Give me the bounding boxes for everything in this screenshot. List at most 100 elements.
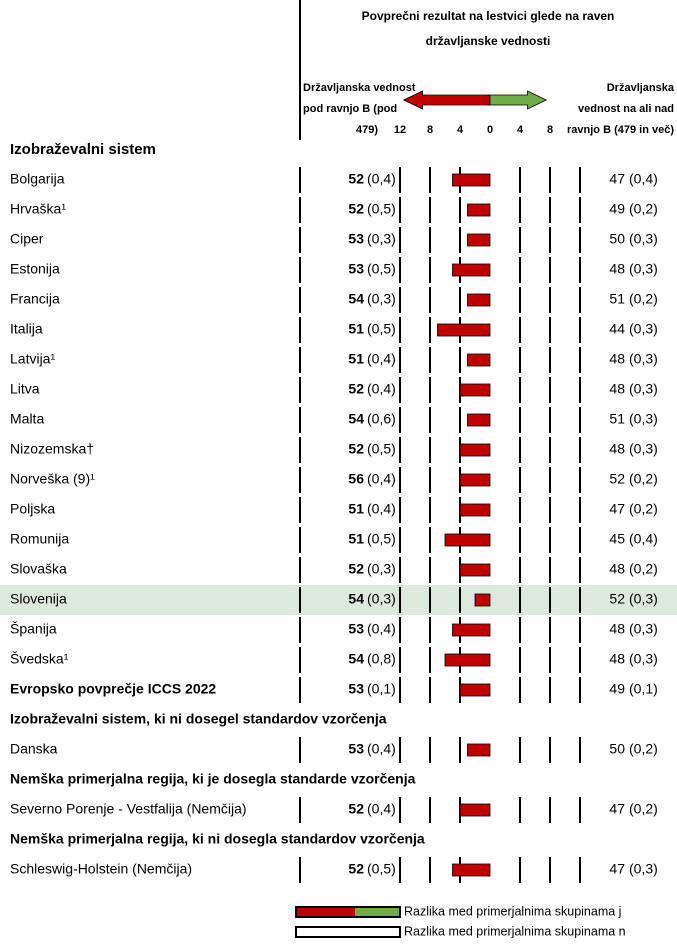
right-se: (0,3) [629, 441, 658, 457]
left-se: (0,5) [367, 441, 396, 457]
bar [437, 323, 491, 337]
right-value: 48 [609, 621, 625, 637]
right-value: 47 [609, 861, 625, 877]
x-tick-label: 4 [517, 124, 524, 136]
right-se: (0,3) [629, 351, 658, 367]
left-value: 52 [348, 861, 364, 877]
bar [459, 803, 491, 817]
left-se: (0,1) [367, 681, 396, 697]
right-value: 45 [609, 531, 625, 547]
row-label: Bolgarija [10, 171, 65, 187]
right-se: (0,2) [629, 801, 658, 817]
x-tick-label: 8 [427, 124, 433, 136]
arrow-left [402, 90, 491, 110]
left-se: (0,3) [367, 591, 396, 607]
left-value: 52 [348, 381, 364, 397]
right-value: 50 [609, 741, 625, 757]
left-se: (0,8) [367, 651, 396, 667]
left-se: (0,3) [367, 231, 396, 247]
left-se: (0,5) [367, 261, 396, 277]
right-se: (0,2) [629, 561, 658, 577]
right-value: 48 [609, 651, 625, 667]
section-label: Izobraževalni sistem [10, 141, 156, 158]
left-value: 53 [348, 231, 364, 247]
left-se: (0,6) [367, 411, 396, 427]
bar [467, 353, 491, 367]
right-value: 49 [609, 201, 625, 217]
bar [467, 413, 491, 427]
right-value: 47 [609, 171, 625, 187]
right-se: (0,2) [629, 291, 658, 307]
left-value: 52 [348, 171, 364, 187]
bar [459, 443, 491, 457]
right-value: 51 [609, 291, 625, 307]
bar [459, 683, 491, 697]
row-label: Francija [10, 291, 60, 307]
right-se: (0,1) [629, 681, 658, 697]
bar [474, 593, 491, 607]
right-se: (0,2) [629, 501, 658, 517]
row-label: Norveška (9)¹ [10, 471, 95, 487]
right-se: (0,4) [629, 531, 658, 547]
left-value: 53 [348, 621, 364, 637]
left-value: 51 [348, 351, 364, 367]
right-se: (0,3) [629, 591, 658, 607]
chart-title: državljanske vednosti [426, 34, 551, 48]
left-value: 52 [348, 561, 364, 577]
x-tick-label: 4 [457, 124, 464, 136]
row-label: Severno Porenje - Vestfalija (Nemčija) [10, 801, 247, 817]
right-value: 52 [609, 591, 625, 607]
row-label: Poljska [10, 501, 55, 517]
bar [452, 173, 491, 187]
right-se: (0,3) [629, 861, 658, 877]
right-se: (0,4) [629, 171, 658, 187]
row-label: Schleswig-Holstein (Nemčija) [10, 861, 192, 877]
right-value: 44 [609, 321, 625, 337]
right-se: (0,3) [629, 621, 658, 637]
row-label: Danska [10, 741, 58, 757]
right-value: 49 [609, 681, 625, 697]
bar [459, 563, 491, 577]
section-label: Izobraževalni sistem, ki ni dosegel stan… [10, 711, 387, 727]
row-label: Slovaška [10, 561, 67, 577]
left-se: (0,4) [367, 171, 396, 187]
right-value: 52 [609, 471, 625, 487]
row-highlight [0, 585, 677, 615]
right-se: (0,3) [629, 651, 658, 667]
left-value: 56 [348, 471, 364, 487]
arrow-right [489, 90, 548, 110]
left-value: 54 [348, 291, 364, 307]
legend-swatch-border [295, 926, 401, 938]
right-se: (0,3) [629, 411, 658, 427]
legend-swatch [296, 907, 356, 917]
left-value: 52 [348, 441, 364, 457]
bar [444, 533, 491, 547]
left-value: 54 [348, 591, 364, 607]
legend-swatch-border [295, 906, 401, 918]
row-label: Španija [10, 621, 57, 637]
right-se: (0,2) [629, 741, 658, 757]
left-se: (0,4) [367, 501, 396, 517]
x-tick-label: 0 [487, 124, 493, 136]
chart-title: Povprečni rezultat na lestvici glede na … [362, 9, 615, 23]
left-header: Državljanska vednost [303, 82, 416, 94]
left-value: 52 [348, 201, 364, 217]
row-label: Slovenija [10, 591, 67, 607]
right-header: ravnjo B (479 in več) [567, 124, 674, 136]
right-value: 50 [609, 231, 625, 247]
right-value: 51 [609, 411, 625, 427]
legend-swatch [355, 907, 400, 917]
legend-item: Razlika med primerjalnima skupinama n [295, 924, 626, 938]
legend-item: Razlika med primerjalnima skupinama j [295, 904, 621, 918]
right-value: 48 [609, 351, 625, 367]
left-se: (0,5) [367, 531, 396, 547]
left-header: 479) [356, 124, 378, 136]
row-label: Litva [10, 381, 40, 397]
left-se: (0,4) [367, 471, 396, 487]
left-se: (0,5) [367, 861, 396, 877]
left-se: (0,4) [367, 621, 396, 637]
left-value: 54 [348, 411, 364, 427]
right-header: vednost na ali nad [578, 103, 674, 115]
row-label: Evropsko povprečje ICCS 2022 [10, 681, 216, 697]
